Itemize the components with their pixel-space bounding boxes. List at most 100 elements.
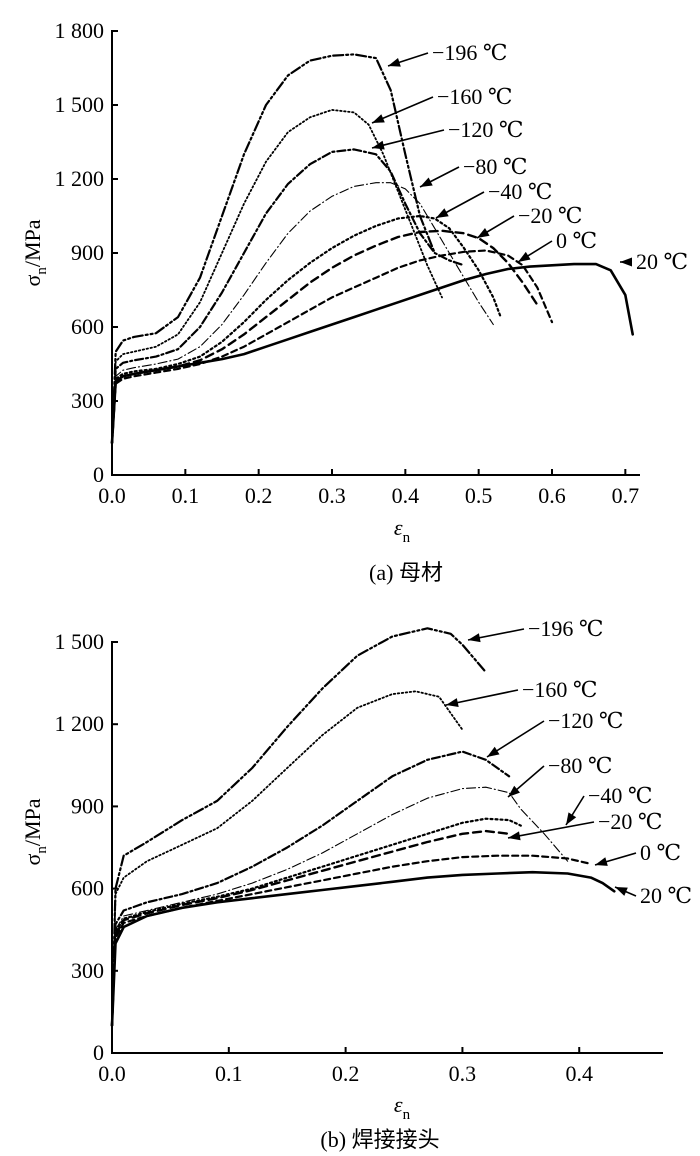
x-tick-label: 0.4 [565, 1061, 593, 1086]
callout-arrowhead [372, 114, 385, 123]
series-line-minus-120-c [110, 750, 511, 1027]
series-0-c: 0 ℃ [110, 840, 681, 1027]
y-tick-label: 1 500 [55, 629, 105, 654]
series-minus-196-c: −196 ℃ [110, 616, 604, 1027]
y-axis-title: σn/MPa [20, 798, 50, 865]
series-line-minus-20-c [110, 229, 539, 445]
callout-line [445, 689, 519, 706]
y-tick-label: 0 [93, 462, 104, 487]
series-line-minus-20-c [110, 829, 511, 1027]
panel-caption: (a) 母材 [369, 560, 443, 585]
x-tick-label: 0.0 [98, 1061, 126, 1086]
callout-arrowhead [446, 698, 459, 707]
series-label: −80 ℃ [548, 753, 613, 778]
series-line-minus-40-c [110, 817, 522, 1027]
callout-arrowhead [566, 812, 577, 825]
series-label: 0 ℃ [556, 228, 597, 253]
callout-arrowhead [615, 887, 628, 896]
callout-arrowhead [372, 140, 385, 150]
series-label: −196 ℃ [432, 40, 508, 65]
y-tick-label: 1 200 [55, 166, 105, 191]
series-minus-160-c: −160 ℃ [111, 84, 513, 444]
x-tick-label: 0.0 [98, 483, 126, 508]
series-minus-40-c: −40 ℃ [110, 783, 653, 1027]
callout-arrowhead [518, 251, 531, 262]
x-tick-label: 0.7 [612, 483, 640, 508]
series-line-minus-196-c [110, 627, 487, 1027]
series-minus-20-c: −20 ℃ [110, 203, 583, 445]
callout-arrowhead [620, 257, 632, 267]
callout-arrowhead [487, 746, 500, 757]
y-tick-label: 300 [71, 388, 104, 413]
callout-arrowhead [420, 177, 433, 187]
series-label: 20 ℃ [636, 249, 688, 274]
series-label: −40 ℃ [488, 179, 553, 204]
series-label: −120 ℃ [548, 708, 624, 733]
callout-arrowhead [468, 633, 481, 643]
series-minus-160-c: −160 ℃ [111, 677, 598, 1027]
x-tick-label: 0.2 [245, 483, 273, 508]
x-tick-label: 0.5 [465, 483, 493, 508]
series-line-0-c [110, 854, 593, 1027]
series-line-minus-80-c [111, 182, 494, 444]
series-minus-196-c: −196 ℃ [110, 40, 508, 444]
series-line-minus-40-c [110, 214, 502, 444]
series-0-c: 0 ℃ [110, 228, 597, 444]
x-axis-title: εn [394, 1092, 411, 1123]
series-line-minus-160-c [111, 690, 464, 1027]
y-tick-label: 600 [71, 876, 104, 901]
callout-arrowhead [436, 208, 449, 218]
series-minus-80-c: −80 ℃ [111, 753, 613, 1027]
y-tick-label: 1 800 [55, 18, 105, 43]
panel-a-base-metal-chart: 0 300 600 900 1 200 1 500 1 800 0.0 0.1 0.2 0.3 0.4… [20, 18, 688, 585]
y-axis-title: σn/MPa [20, 219, 50, 286]
series-line-minus-160-c [111, 109, 443, 444]
series-20-c: 20 ℃ [110, 870, 692, 1027]
x-tick-label: 0.3 [449, 1061, 477, 1086]
series-minus-40-c: −40 ℃ [110, 179, 553, 444]
series-label: −80 ℃ [463, 154, 528, 179]
panel-caption: (b) 焊接接头 [320, 1127, 439, 1152]
callout-arrowhead [508, 831, 521, 841]
series-20-c: 20 ℃ [110, 249, 688, 445]
x-tick-label: 0.1 [172, 483, 200, 508]
series-minus-120-c: −120 ℃ [110, 708, 624, 1027]
y-tick-label: 300 [71, 958, 104, 983]
series-line-20-c [110, 870, 616, 1027]
x-tick-label: 0.6 [538, 483, 566, 508]
x-tick-label: 0.1 [215, 1061, 243, 1086]
x-tick-label: 0.2 [332, 1061, 360, 1086]
series-minus-80-c: −80 ℃ [111, 154, 528, 444]
y-tick-label: 1 200 [55, 711, 105, 736]
series-label: −40 ℃ [588, 783, 653, 808]
series-label: −20 ℃ [518, 203, 583, 228]
y-tick-label: 900 [71, 240, 104, 265]
series-label: −20 ℃ [598, 809, 663, 834]
y-tick-label: 600 [71, 314, 104, 339]
x-tick-label: 0.3 [318, 483, 346, 508]
callout-arrowhead [595, 857, 608, 866]
callout-line [507, 821, 595, 839]
series-line-minus-120-c [110, 148, 466, 444]
callout-arrowhead [388, 58, 401, 67]
y-tick-label: 900 [71, 793, 104, 818]
series-label: −160 ℃ [437, 84, 513, 109]
callout-line [371, 129, 445, 149]
series-line-0-c [110, 249, 554, 444]
series-label: −160 ℃ [522, 677, 598, 702]
x-axis-title: εn [394, 515, 411, 546]
series-line-minus-80-c [111, 786, 569, 1027]
series-label: −120 ℃ [448, 117, 524, 142]
series-minus-120-c: −120 ℃ [110, 117, 524, 444]
y-tick-label: 0 [93, 1040, 104, 1065]
x-tick-label: 0.4 [392, 483, 420, 508]
series-line-minus-196-c [110, 53, 436, 444]
series-label: 0 ℃ [640, 840, 681, 865]
callout-arrowhead [477, 228, 490, 238]
series-minus-20-c: −20 ℃ [110, 809, 663, 1027]
series-label: −196 ℃ [528, 616, 604, 641]
series-label: 20 ℃ [640, 883, 692, 908]
panel-b-weld-joint-chart: 0 300 600 900 1 200 1 500 0.0 0.1 0.2 0.3 0.4 σn/MP… [20, 616, 692, 1152]
y-tick-label: 1 500 [55, 92, 105, 117]
